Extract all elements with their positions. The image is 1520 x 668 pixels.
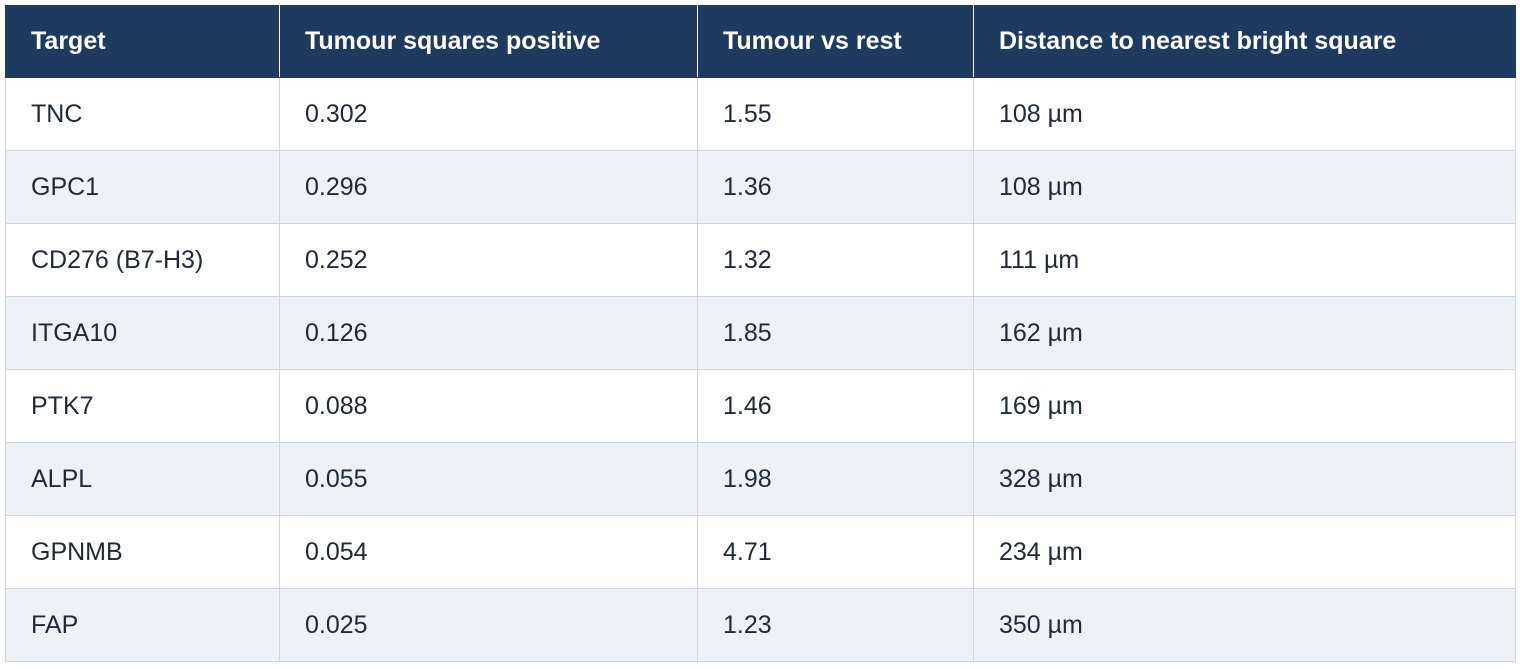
table-cell: 0.025 bbox=[279, 588, 698, 662]
table-cell: TNC bbox=[5, 77, 280, 151]
table-cell: 328 µm bbox=[973, 442, 1516, 516]
table-cell: 1.36 bbox=[697, 150, 974, 224]
table-cell: 162 µm bbox=[973, 296, 1516, 370]
table-cell: 0.054 bbox=[279, 515, 698, 589]
table-cell: FAP bbox=[5, 588, 280, 662]
table-cell: 0.088 bbox=[279, 369, 698, 443]
header-cell: Tumour squares positive bbox=[279, 5, 698, 78]
table-cell: 0.055 bbox=[279, 442, 698, 516]
table-cell: GPNMB bbox=[5, 515, 280, 589]
table-cell: 350 µm bbox=[973, 588, 1516, 662]
table-cell: 1.32 bbox=[697, 223, 974, 297]
table-cell: 111 µm bbox=[973, 223, 1516, 297]
table-row: TNC 0.302 1.55 108 µm bbox=[5, 77, 1516, 151]
data-table: Target Tumour squares positive Tumour vs r… bbox=[5, 5, 1516, 662]
table-cell: 1.85 bbox=[697, 296, 974, 370]
table-cell: 0.302 bbox=[279, 77, 698, 151]
table-row: PTK7 0.088 1.46 169 µm bbox=[5, 369, 1516, 443]
table-cell: 1.46 bbox=[697, 369, 974, 443]
table-cell: GPC1 bbox=[5, 150, 280, 224]
header-row: Target Tumour squares positive Tumour vs r… bbox=[5, 5, 1516, 78]
header-cell: Target bbox=[5, 5, 280, 78]
table-cell: 4.71 bbox=[697, 515, 974, 589]
table-row: FAP 0.025 1.23 350 µm bbox=[5, 588, 1516, 662]
table-cell: 169 µm bbox=[973, 369, 1516, 443]
table-row: GPC1 0.296 1.36 108 µm bbox=[5, 150, 1516, 224]
header-cell: Distance to nearest bright square bbox=[973, 5, 1516, 78]
table-cell: 0.126 bbox=[279, 296, 698, 370]
table-body: TNC 0.302 1.55 108 µm GPC1 0.296 1.36 108 µm CD2… bbox=[5, 77, 1516, 662]
table-cell: 0.252 bbox=[279, 223, 698, 297]
table-row: ITGA10 0.126 1.85 162 µm bbox=[5, 296, 1516, 370]
table-cell: 108 µm bbox=[973, 77, 1516, 151]
table-row: ALPL 0.055 1.98 328 µm bbox=[5, 442, 1516, 516]
table-cell: 1.23 bbox=[697, 588, 974, 662]
table-cell: 1.98 bbox=[697, 442, 974, 516]
table-row: GPNMB 0.054 4.71 234 µm bbox=[5, 515, 1516, 589]
table-container: Target Tumour squares positive Tumour vs r… bbox=[5, 5, 1516, 662]
table-cell: PTK7 bbox=[5, 369, 280, 443]
table-row: CD276 (B7-H3) 0.252 1.32 111 µm bbox=[5, 223, 1516, 297]
table-cell: 0.296 bbox=[279, 150, 698, 224]
table-cell: 1.55 bbox=[697, 77, 974, 151]
table-cell: CD276 (B7-H3) bbox=[5, 223, 280, 297]
table-cell: 108 µm bbox=[973, 150, 1516, 224]
table-cell: ALPL bbox=[5, 442, 280, 516]
table-cell: 234 µm bbox=[973, 515, 1516, 589]
table-cell: ITGA10 bbox=[5, 296, 280, 370]
header-cell: Tumour vs rest bbox=[697, 5, 974, 78]
table-header: Target Tumour squares positive Tumour vs r… bbox=[5, 5, 1516, 78]
